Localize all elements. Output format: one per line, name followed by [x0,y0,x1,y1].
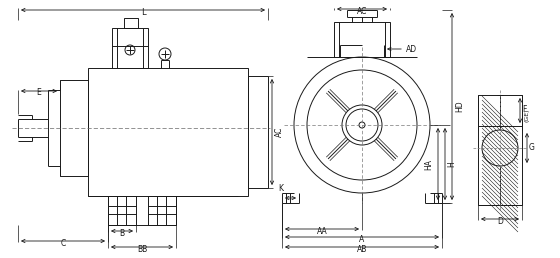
Bar [124,18,138,28]
Text: AD: AD [406,44,417,53]
Text: (GE): (GE) [524,108,529,122]
Text: A: A [360,235,365,244]
Bar [148,196,176,225]
Text: B: B [119,229,124,238]
Text: AB: AB [357,245,367,254]
Bar [478,95,522,205]
Text: E: E [36,88,41,97]
Text: H: H [447,161,456,167]
Bar [88,68,248,196]
Text: HD: HD [455,101,464,112]
Bar [112,28,148,68]
Text: BB: BB [137,245,147,254]
Text: G: G [529,143,535,152]
Text: AC: AC [275,127,284,137]
Text: D: D [497,217,503,226]
Text: F: F [522,106,526,115]
Text: L: L [141,8,145,17]
Text: K: K [278,184,283,193]
Text: AA: AA [316,227,328,236]
Text: AC: AC [357,7,367,16]
Text: HA: HA [424,158,433,170]
Bar [334,22,390,57]
Bar [248,76,268,188]
Bar [60,80,88,176]
Text: C: C [60,239,66,248]
Bar [108,196,136,225]
